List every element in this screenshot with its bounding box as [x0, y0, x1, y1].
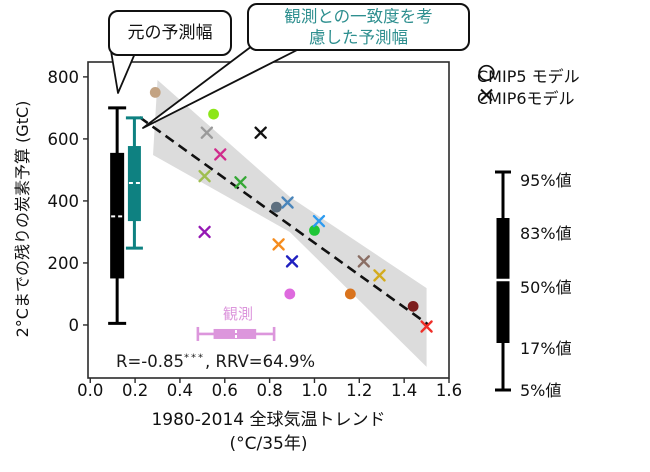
callout-constrained-line1: 観測との一致度を考: [284, 7, 433, 26]
percentile-label: 95%値: [520, 171, 572, 190]
percentile-label: 5%値: [520, 381, 562, 400]
y-tick-label: 200: [48, 254, 80, 273]
x-tick-label: 0.6: [212, 381, 238, 400]
y-axis-label: 2°Cまでの残りの炭素予算 (GtC): [13, 100, 32, 338]
x-tick-label: 1.4: [391, 381, 417, 400]
callout-constrained-line2: 慮した予測幅: [309, 28, 408, 47]
scatter-point-cmip6: [272, 238, 285, 251]
scatter-point-cmip6: [373, 269, 386, 282]
callout-constrained-range-text: 観測との一致度を考 慮した予測幅: [284, 6, 432, 48]
callout-constrained-tail: [142, 45, 306, 129]
y-tick-label: 0: [69, 316, 80, 335]
percentile-label: 17%値: [520, 339, 572, 358]
circle-marker-icon: [478, 64, 495, 82]
scatter-point-cmip6: [214, 148, 227, 161]
r-value: R=-0.85: [116, 352, 184, 371]
r-stats-text: R=-0.85***, RRV=64.9%: [116, 352, 315, 371]
scatter-point-cmip5: [270, 201, 282, 213]
x-marker-icon: [480, 88, 493, 102]
scatter-point-cmip6: [200, 126, 214, 139]
trend-line: [138, 116, 430, 327]
x-axis-label-line1: 1980-2014 全球気温トレンド: [151, 410, 386, 430]
scatter-point-cmip5: [149, 86, 161, 98]
scatter-point-cmip5: [407, 300, 419, 312]
scatter-point-cmip6: [420, 320, 433, 333]
x-tick-label: 1.0: [301, 381, 327, 400]
scatter-point-cmip6: [198, 169, 211, 183]
scatter-point-cmip5: [208, 108, 219, 120]
legend-cmip6-label: CMIP6モデル: [477, 89, 575, 108]
significance-asterisks: ***: [183, 352, 205, 364]
legend-row-cmip5: CMIP5 モデル: [477, 63, 580, 87]
x-tick-label: 0.2: [122, 381, 148, 400]
legend-row-cmip6: CMIP6モデル: [477, 85, 575, 109]
x-tick-label: 1.6: [436, 381, 462, 400]
legend-cmip5-label: CMIP5 モデル: [477, 67, 580, 86]
scatter-point-cmip5: [309, 224, 320, 236]
callout-constrained-range: 観測との一致度を考 慮した予測幅: [247, 3, 470, 51]
scatter-point-cmip6: [198, 225, 211, 239]
scatter-point-cmip6: [312, 214, 326, 228]
scatter-point-cmip6: [285, 255, 299, 268]
rrv-value: , RRV=64.9%: [204, 352, 316, 371]
y-tick-label: 800: [48, 68, 80, 87]
x-tick-label: 0.4: [167, 381, 193, 400]
scatter-point-cmip5: [284, 288, 296, 300]
callout-original-range-text: 元の予測幅: [127, 22, 213, 43]
original-projection-box: [110, 152, 125, 279]
percentile-label: 83%値: [520, 224, 572, 243]
scatter-point-cmip6: [234, 176, 247, 189]
scatter-point-cmip6: [357, 255, 370, 268]
callout-original-range: 元の予測幅: [108, 10, 232, 56]
x-axis-label-line2: (°C/35年): [229, 434, 308, 454]
x-tick-label: 0.0: [77, 381, 103, 400]
constrained-projection-box: [127, 146, 141, 222]
scatter-point-cmip5: [344, 288, 356, 300]
scatter-point-cmip6: [281, 196, 294, 209]
confidence-band: [153, 79, 427, 367]
callout-original-tail: [110, 50, 137, 94]
scatter-point-cmip6: [254, 126, 267, 139]
x-tick-label: 1.2: [346, 381, 372, 400]
observation-boxplot-label: 観測: [222, 305, 253, 323]
y-tick-label: 600: [48, 130, 80, 149]
y-tick-label: 400: [48, 192, 80, 211]
percentile-label: 50%値: [520, 278, 572, 297]
x-tick-label: 0.8: [256, 381, 282, 400]
observation-box: [213, 328, 257, 339]
